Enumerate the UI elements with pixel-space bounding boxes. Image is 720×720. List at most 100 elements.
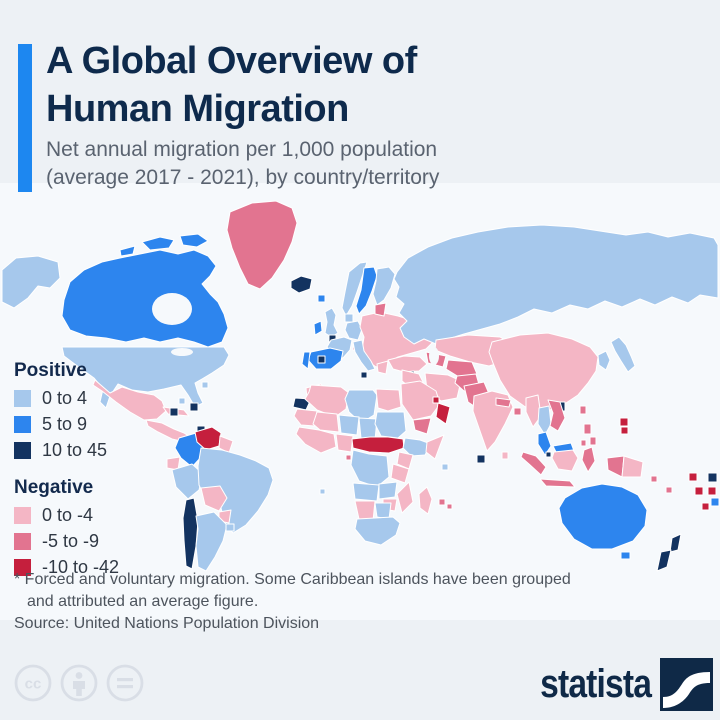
region-norway	[341, 261, 368, 317]
region-pacific-island	[694, 486, 704, 496]
region-chile	[182, 497, 199, 570]
attribution-person-icon[interactable]	[59, 663, 99, 703]
region-malaysia	[537, 431, 552, 456]
region-canada	[61, 249, 229, 348]
region-japan	[610, 336, 636, 373]
region-taiwan	[579, 405, 587, 415]
legend-label: 10 to 45	[42, 440, 108, 460]
legend-label: 0 to -4	[42, 505, 94, 525]
region-oman	[435, 402, 451, 425]
map-legend: Positive 0 to 4 5 to 9 10 to 45 Negative…	[14, 360, 184, 578]
region-pacific-island	[688, 472, 698, 482]
region-bahamas	[178, 397, 186, 405]
region-bermuda	[201, 381, 209, 389]
page-title: A Global Overview of Human Migration	[46, 40, 417, 130]
statista-icon	[660, 658, 713, 711]
region-alaska	[1, 255, 61, 309]
no-derivatives-icon[interactable]	[105, 663, 145, 703]
region-mozambique	[396, 481, 414, 514]
region-pacific-island	[707, 472, 718, 483]
source-line: Source: United Nations Population Divisi…	[14, 615, 320, 632]
region-philippines	[589, 436, 597, 446]
region-yemen	[412, 417, 432, 435]
legend-label: -10 to -42	[42, 557, 120, 577]
legend-item-negative-mid: -5 to -9	[14, 531, 184, 552]
legend-positive-header: Positive	[14, 360, 87, 381]
region-nigeria	[335, 433, 354, 453]
region-philippines	[580, 439, 587, 447]
region-west-africa	[295, 426, 337, 454]
region-denmark	[344, 313, 354, 323]
region-argentina	[195, 511, 228, 572]
region-philippines	[583, 423, 592, 435]
region-new-zealand	[656, 549, 672, 572]
subtitle: Net annual migration per 1,000 populatio…	[46, 138, 440, 189]
legend-swatch-positive-mid	[14, 416, 31, 433]
region-faroe-islands	[317, 294, 326, 303]
svg-text:cc: cc	[25, 676, 42, 693]
region-sumatra	[520, 451, 547, 476]
region-china-mongolia	[488, 332, 599, 415]
region-malta	[360, 371, 368, 379]
region-germany	[344, 320, 363, 341]
legend-item-negative-high: -10 to -42	[14, 557, 184, 578]
region-mauritania	[293, 408, 318, 427]
legend-swatch-negative-low	[14, 507, 31, 524]
legend-item-negative-low: 0 to -4	[14, 505, 184, 526]
region-somalia	[425, 434, 445, 460]
region-pacific-island	[707, 486, 717, 496]
region-borneo-indonesia	[551, 449, 579, 472]
region-greenland	[226, 200, 298, 290]
region-saudi-arabia	[400, 380, 441, 421]
legend-item-positive-mid: 5 to 9	[14, 414, 184, 435]
region-reunion	[446, 503, 453, 510]
region-greece	[376, 360, 389, 375]
caspian-sea	[429, 347, 439, 365]
legend-negative-header: Negative	[14, 477, 94, 498]
region-bolivia	[200, 485, 228, 512]
region-sudan	[374, 411, 407, 439]
region-italy	[352, 339, 376, 372]
region-finland	[372, 266, 396, 306]
region-dr-congo	[350, 449, 390, 488]
region-singapore	[545, 451, 552, 458]
cc-icon[interactable]: cc	[13, 663, 53, 703]
region-guam	[619, 417, 629, 427]
region-bangladesh	[513, 407, 522, 416]
region-peru	[171, 463, 204, 500]
legend-item-positive-high: 10 to 45	[14, 440, 184, 461]
statista-wordmark: statista	[540, 662, 652, 706]
region-pacific-island	[710, 497, 720, 507]
region-andorra	[317, 355, 326, 364]
legend-swatch-negative-mid	[14, 533, 31, 550]
legend-swatch-positive-high	[14, 442, 31, 459]
region-pacific-island	[701, 502, 710, 511]
region-canada-arctic-islands	[179, 233, 209, 248]
footnote: * Forced and voluntary migration. Some C…	[14, 571, 571, 611]
region-seychelles	[476, 454, 486, 464]
great-lakes	[171, 348, 193, 356]
region-russia	[393, 224, 719, 345]
region-qatar-uae	[432, 396, 440, 404]
region-uruguay	[225, 523, 235, 532]
region-canada-arctic-islands	[141, 236, 175, 251]
region-portugal	[301, 351, 311, 370]
region-guam	[620, 426, 629, 435]
region-maldives	[441, 463, 449, 471]
region-angola	[352, 482, 380, 502]
region-equatorial-guinea	[345, 454, 352, 461]
statista-logo[interactable]: statista	[519, 658, 713, 711]
legend-swatch-negative-high	[14, 559, 31, 576]
region-caribbean-grouped	[189, 402, 199, 412]
legend-item-positive-low: 0 to 4	[14, 388, 184, 409]
region-madagascar	[418, 486, 433, 515]
legend-label: 5 to 9	[42, 414, 88, 434]
title-accent-bar	[18, 44, 32, 192]
region-sri-lanka	[501, 451, 509, 460]
region-st-helena	[319, 488, 326, 495]
creative-commons-icons: cc	[13, 663, 145, 703]
region-caribbean-grouped	[169, 407, 179, 417]
region-new-zealand	[669, 533, 682, 553]
region-pacific-island	[665, 486, 673, 494]
